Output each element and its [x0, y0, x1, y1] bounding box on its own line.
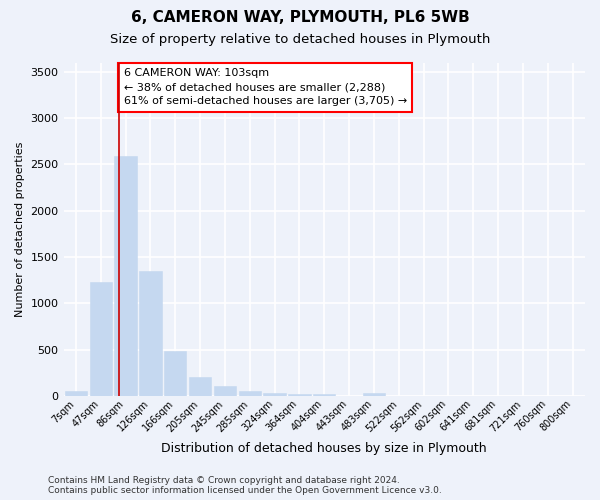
Bar [139, 271, 161, 396]
Bar [263, 392, 286, 396]
Bar [115, 156, 137, 396]
Bar [65, 392, 87, 396]
Text: 6, CAMERON WAY, PLYMOUTH, PL6 5WB: 6, CAMERON WAY, PLYMOUTH, PL6 5WB [131, 10, 469, 25]
Bar [363, 393, 385, 396]
Bar [89, 282, 112, 396]
Text: Size of property relative to detached houses in Plymouth: Size of property relative to detached ho… [110, 32, 490, 46]
Y-axis label: Number of detached properties: Number of detached properties [15, 142, 25, 317]
Bar [214, 386, 236, 396]
Bar [239, 391, 261, 396]
Bar [288, 394, 311, 396]
X-axis label: Distribution of detached houses by size in Plymouth: Distribution of detached houses by size … [161, 442, 487, 455]
Bar [189, 378, 211, 396]
Text: 6 CAMERON WAY: 103sqm
← 38% of detached houses are smaller (2,288)
61% of semi-d: 6 CAMERON WAY: 103sqm ← 38% of detached … [124, 68, 407, 106]
Bar [164, 350, 187, 396]
Text: Contains HM Land Registry data © Crown copyright and database right 2024.
Contai: Contains HM Land Registry data © Crown c… [48, 476, 442, 495]
Bar [313, 394, 335, 396]
